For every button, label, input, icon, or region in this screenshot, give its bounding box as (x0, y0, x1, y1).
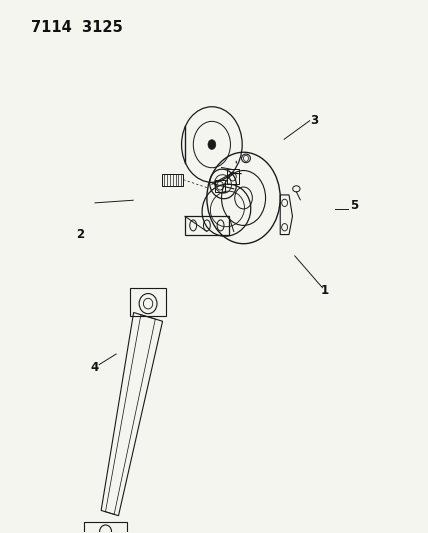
Text: 7114  3125: 7114 3125 (31, 20, 123, 35)
Text: 5: 5 (350, 199, 358, 212)
Text: 3: 3 (310, 114, 318, 127)
Text: 4: 4 (91, 361, 99, 374)
Text: 2: 2 (76, 228, 84, 241)
Text: 1: 1 (321, 284, 329, 297)
Circle shape (208, 140, 216, 149)
